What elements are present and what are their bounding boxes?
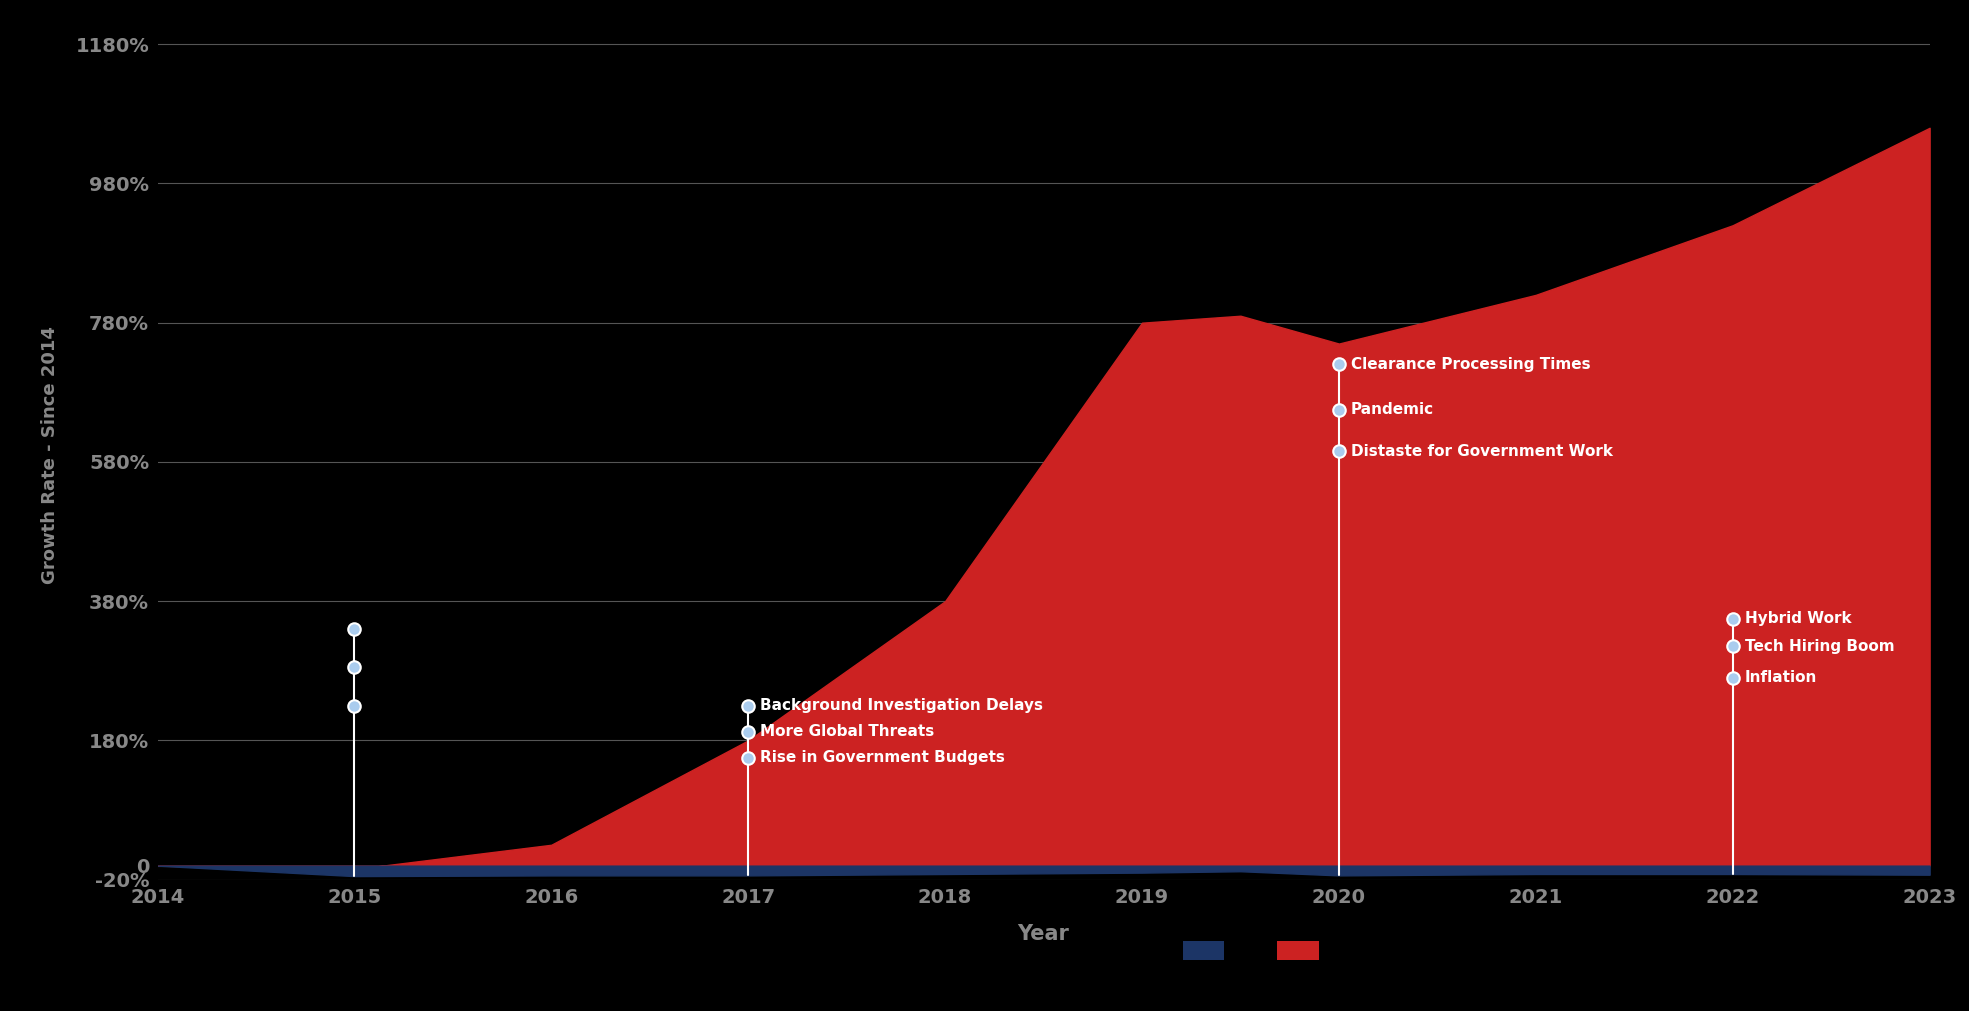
X-axis label: Year: Year	[1018, 924, 1069, 943]
Text: Tech Hiring Boom: Tech Hiring Boom	[1745, 639, 1894, 654]
Text: Clearance Processing Times: Clearance Processing Times	[1351, 357, 1591, 372]
Text: Rise in Government Budgets: Rise in Government Budgets	[760, 750, 1004, 765]
Text: More Global Threats: More Global Threats	[760, 725, 933, 739]
Text: Hybrid Work: Hybrid Work	[1745, 611, 1851, 626]
Text: Pandemic: Pandemic	[1351, 402, 1433, 418]
Text: Inflation: Inflation	[1745, 670, 1817, 685]
Text: Background Investigation Delays: Background Investigation Delays	[760, 698, 1044, 713]
Legend: , : ,	[1177, 935, 1335, 967]
Y-axis label: Growth Rate - Since 2014: Growth Rate - Since 2014	[41, 326, 59, 584]
Text: Distaste for Government Work: Distaste for Government Work	[1351, 444, 1613, 459]
